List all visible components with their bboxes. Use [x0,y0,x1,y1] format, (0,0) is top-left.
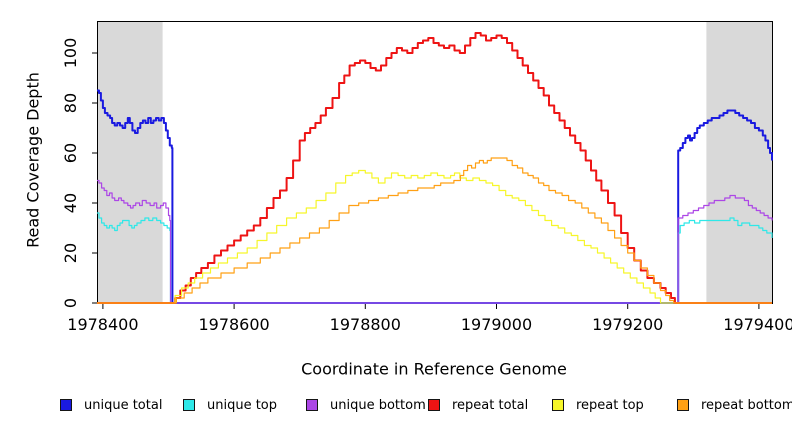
series-unique-top [97,212,773,304]
plot-series [97,32,773,304]
x-tick-label: 1979000 [461,315,532,334]
x-tick-label: 1978600 [198,315,269,334]
legend-label: repeat bottom [701,397,792,413]
unique-bottom-swatch-icon [306,399,318,411]
series-unique-bottom [97,179,773,304]
series-unique-total [97,89,773,304]
y-tick-label: 0 [61,298,80,308]
x-tick-label: 1978800 [330,315,401,334]
y-tick-label: 40 [61,193,80,213]
y-tick-label: 20 [61,243,80,263]
legend-item-unique-bottom: unique bottom [306,396,426,414]
legend-label: repeat total [452,397,529,413]
series-repeat-bottom [97,157,772,304]
y-axis-title: Read Coverage Depth [23,72,43,248]
legend-label: unique total [84,397,163,413]
y-tick-label: 80 [61,93,80,113]
x-axis-title: Coordinate in Reference Genome [301,359,567,379]
legend-item-unique-top: unique top [183,396,277,414]
legend-item-repeat-top: repeat top [552,396,644,414]
shaded-regions [97,21,772,303]
legend-label: repeat top [576,397,644,413]
shaded-region [706,21,772,303]
legend-label: unique bottom [330,397,426,413]
legend-item-repeat-total: repeat total [428,396,528,414]
unique-total-swatch-icon [60,399,72,411]
legend-item-unique-total: unique total [60,396,162,414]
series-repeat-top [97,169,772,304]
shaded-region [97,21,163,303]
series-repeat-total [97,32,772,304]
repeat-top-swatch-icon [552,399,564,411]
x-axis: 1978400 1978600 1978800 1979000 1979200 19794… [67,303,792,334]
x-tick-label: 1979400 [723,315,792,334]
repeat-total-swatch-icon [428,399,440,411]
legend-label: unique top [207,397,278,413]
y-axis: 0 20 40 60 80 100 [61,38,98,308]
repeat-bottom-swatch-icon [677,399,689,411]
plot-border [97,21,773,304]
y-tick-label: 100 [61,38,80,69]
legend-item-repeat-bottom: repeat bottom [677,396,792,414]
x-tick-label: 1979200 [592,315,663,334]
unique-top-swatch-icon [183,399,195,411]
x-tick-label: 1978400 [67,315,138,334]
y-tick-label: 60 [61,143,80,163]
